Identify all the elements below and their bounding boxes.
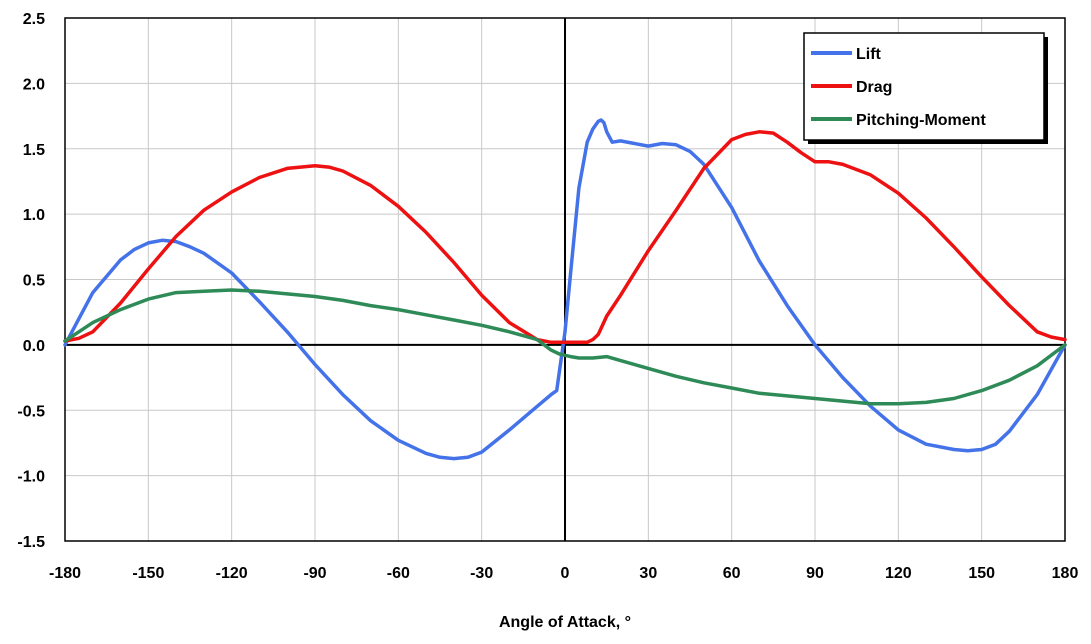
y-tick-label: 1.5 [23,142,45,159]
y-tick-label: -0.5 [17,403,45,420]
series-lines [63,118,1067,461]
legend: Lift Drag Pitching-Moment [803,32,1048,144]
x-axis-title: Angle of Attack, ° [499,614,631,631]
series-line-drag [63,130,1067,345]
legend-label: Drag [856,79,892,96]
y-tick-label: 0.0 [23,338,45,355]
x-tick-labels: -180 -150 -120 -90 -60 -30 0 30 60 90 120 150 180 [49,565,1078,582]
x-tick-label: 150 [968,565,995,582]
x-tick-label: -90 [303,565,326,582]
x-tick-label: -120 [216,565,248,582]
y-tick-label: 2.0 [23,76,45,93]
y-tick-label: 0.5 [23,273,45,290]
legend-items: Lift Drag Pitching-Moment [811,46,986,129]
x-tick-label: -180 [49,565,81,582]
y-tick-label: -1.0 [17,469,45,486]
legend-label: Lift [856,46,882,63]
y-tick-label: -1.5 [17,534,45,551]
x-tick-label: 90 [806,565,824,582]
x-tick-label: 180 [1052,565,1079,582]
x-tick-label: 0 [561,565,570,582]
zero-axes [65,18,1065,541]
y-tick-labels: -1.5 -1.0 -0.5 0.0 0.5 1.0 1.5 2.0 2.5 [17,11,45,551]
x-tick-label: -150 [132,565,164,582]
x-tick-label: 30 [639,565,657,582]
x-tick-label: -30 [470,565,493,582]
series-line-lift [63,118,1067,461]
x-tick-label: -60 [387,565,410,582]
series-line-pitching-moment [63,288,1067,406]
y-tick-label: 1.0 [23,207,45,224]
x-tick-label: 60 [723,565,741,582]
y-tick-label: 2.5 [23,11,45,28]
x-tick-label: 120 [885,565,912,582]
legend-label: Pitching-Moment [856,112,986,129]
